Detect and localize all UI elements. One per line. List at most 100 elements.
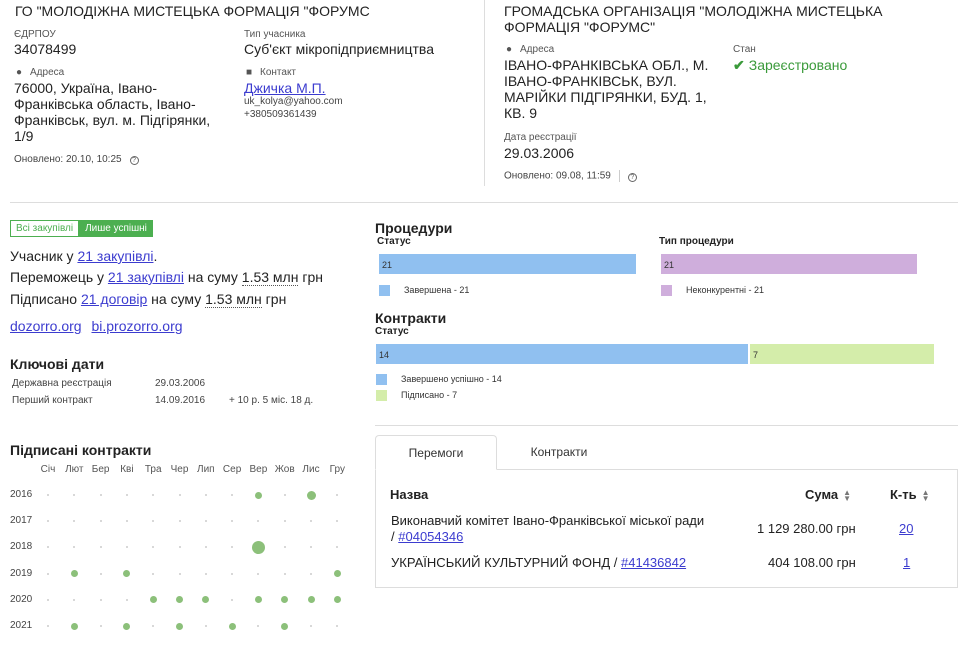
sort-icon[interactable]: ▲ ▼: [843, 487, 852, 503]
calendar-empty-dot: [204, 625, 207, 627]
contact-email: uk_kolya@yahoo.com: [244, 96, 343, 107]
calendar-contract-dot[interactable]: [254, 596, 262, 604]
table-row-sum: 1 129 280.00 грн: [757, 521, 856, 536]
map-marker-icon: ●: [15, 67, 23, 78]
contracts-completed-bar[interactable]: 14: [376, 344, 748, 364]
tab-contracts[interactable]: Контракти: [530, 445, 588, 459]
signed-stat: Підписано 21 договір на суму 1.53 млн гр…: [10, 291, 287, 308]
calendar-contract-dot[interactable]: [228, 622, 236, 630]
calendar-contract-dot[interactable]: [307, 596, 315, 604]
contact-name-link[interactable]: Джичка М.П.: [244, 80, 326, 96]
procedures-status-bar[interactable]: 21: [379, 254, 636, 274]
calendar-empty-dot: [257, 572, 260, 575]
column-count-header[interactable]: К-ть ▲ ▼: [890, 487, 930, 502]
key-date-value: 14.09.2016: [155, 395, 206, 406]
contracts-legend-signed: Підписано - 7: [401, 390, 458, 400]
calendar-contract-dot[interactable]: [306, 490, 316, 500]
tab-wins[interactable]: Перемоги: [375, 435, 497, 470]
dozorro-link[interactable]: dozorro.org: [10, 318, 82, 334]
calendar-contract-dot[interactable]: [281, 596, 289, 604]
calendar-contract-dot[interactable]: [176, 622, 183, 630]
calendar-month-label: Гру: [329, 464, 345, 475]
section-divider: [10, 202, 958, 203]
right-updated-row: Оновлено: 09.08, 11:59?: [504, 170, 637, 182]
calendar-month-label: Жов: [274, 464, 295, 475]
calendar-empty-dot: [99, 625, 102, 627]
signed-sum: 1.53 млн: [205, 291, 262, 308]
calendar-month-label: Вер: [249, 464, 268, 475]
calendar-empty-dot: [178, 494, 181, 496]
status-value: Зареєстровано: [748, 57, 848, 73]
right-updated-text: Оновлено: 09.08, 11:59: [504, 170, 611, 182]
calendar-empty-dot: [125, 546, 128, 549]
calendar-contract-dot[interactable]: [123, 622, 131, 630]
calendar-contract-dot[interactable]: [70, 622, 78, 630]
table-row-count-link[interactable]: 1: [903, 555, 911, 570]
procedures-status-legend: Завершена - 21: [404, 285, 470, 295]
calendar-empty-dot: [47, 494, 49, 496]
winner-sum: 1.53 млн: [241, 269, 299, 286]
calendar-contract-dot[interactable]: [333, 596, 341, 604]
calendar-contract-dot[interactable]: [333, 570, 341, 578]
calendar-empty-dot: [152, 494, 155, 496]
buyer-code-link[interactable]: #41436842: [621, 555, 687, 570]
calendar-empty-dot: [73, 520, 76, 523]
table-row-count-link[interactable]: 20: [899, 521, 914, 536]
calendar-empty-dot: [283, 520, 286, 523]
buyer-name: Виконавчий комітет Івано-Франківської мі…: [391, 513, 705, 544]
calendar-empty-dot: [99, 572, 102, 575]
filter-all-button[interactable]: Всі закупівлі: [10, 220, 80, 237]
check-icon: ✔: [733, 57, 745, 73]
external-links: dozorro.org bi.prozorro.org: [10, 318, 183, 334]
column-name-label: Назва: [390, 487, 429, 502]
left-updated-row: Оновлено: 20.10, 10:25?: [14, 154, 139, 165]
calendar-empty-dot: [310, 520, 312, 523]
calendar-empty-dot: [231, 494, 234, 496]
calendar-contract-dot[interactable]: [70, 570, 78, 578]
contact-phone: +380509361439: [244, 109, 317, 120]
winner-link[interactable]: 21 закупівлі: [107, 269, 184, 285]
buyer-code-link[interactable]: #04054346: [398, 529, 464, 544]
status-label: Стан: [733, 44, 756, 55]
signed-currency: грн: [265, 291, 287, 307]
calendar-month-label: Сер: [222, 464, 242, 475]
calendar-empty-dot: [178, 520, 181, 523]
charts-divider: [375, 425, 958, 426]
right-org-name: ГРОМАДСЬКА ОРГАНІЗАЦІЯ "МОЛОДІЖНА МИСТЕЦ…: [504, 3, 883, 35]
calendar-contract-dot[interactable]: [254, 491, 262, 499]
signed-link[interactable]: 21 договір: [80, 291, 148, 307]
calendar-contract-dot[interactable]: [251, 540, 265, 554]
status-value-row: ✔ Зареєстровано: [733, 57, 847, 74]
signed-prefix: Підписано: [10, 291, 78, 307]
calendar-empty-dot: [336, 494, 339, 496]
left-address-value: 76000, Україна, Івано-Франківська област…: [14, 80, 211, 144]
calendar-contract-dot[interactable]: [149, 596, 157, 604]
filter-successful-button[interactable]: Лише успішні: [79, 220, 153, 237]
calendar-contract-dot[interactable]: [202, 596, 210, 604]
buyer-name: УКРАЇНСЬКИЙ КУЛЬТУРНИЙ ФОНД /: [391, 555, 618, 570]
contracts-signed-bar[interactable]: 7: [750, 344, 934, 364]
calendar-empty-dot: [204, 494, 207, 496]
calendar-empty-dot: [231, 546, 234, 549]
participant-link[interactable]: 21 закупівлі: [77, 248, 154, 264]
bi-prozorro-link[interactable]: bi.prozorro.org: [91, 318, 183, 334]
calendar-contract-dot[interactable]: [176, 596, 183, 604]
calendar-contract-dot[interactable]: [123, 570, 131, 578]
calendar-contract-dot[interactable]: [281, 622, 289, 630]
legend-swatch: [376, 374, 387, 385]
participant-type-value: Суб'єкт мікропідприємництва: [244, 41, 434, 57]
help-icon[interactable]: ?: [627, 172, 637, 182]
calendar-month-label: Тра: [144, 464, 162, 475]
help-icon[interactable]: ?: [129, 156, 139, 165]
legend-swatch: [376, 390, 387, 401]
table-row-sum: 404 108.00 грн: [768, 555, 856, 570]
column-name-header[interactable]: Назва: [390, 487, 428, 502]
calendar-empty-dot: [310, 572, 312, 575]
procedure-type-bar[interactable]: 21: [661, 254, 917, 274]
calendar-empty-dot: [47, 520, 49, 523]
calendar-year-label: 2020: [10, 593, 33, 605]
legend-swatch: [379, 285, 390, 296]
calendar-month-label: Бер: [91, 464, 110, 475]
column-sum-header[interactable]: Сума ▲ ▼: [805, 487, 851, 502]
sort-icon[interactable]: ▲ ▼: [921, 487, 930, 503]
